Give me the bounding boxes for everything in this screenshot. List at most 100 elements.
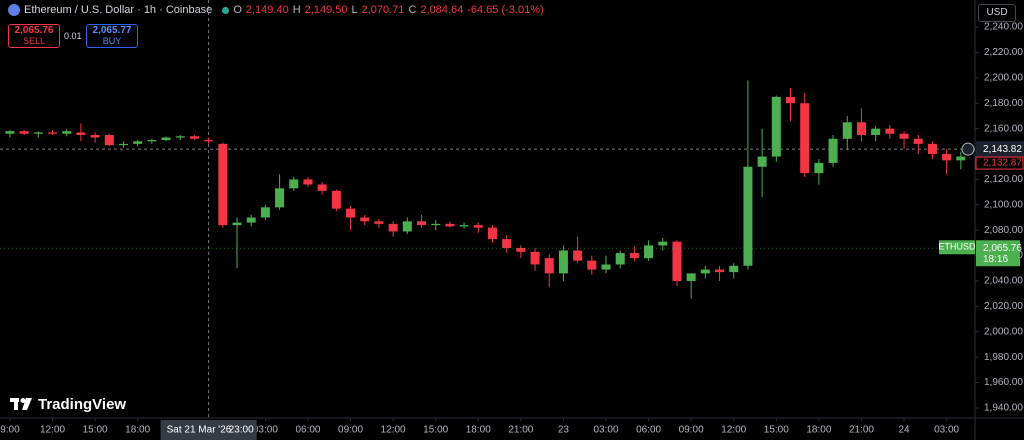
ohlc-value: 2,070.71 <box>361 4 405 16</box>
candle-body <box>800 103 810 174</box>
symbol-tag <box>939 240 975 255</box>
logo-text: TradingView <box>38 396 127 413</box>
crosshair-time: 23:00 <box>229 425 254 436</box>
candle-body <box>360 217 370 222</box>
candle-body <box>502 239 512 248</box>
y-tick-label: 2,220.00 <box>984 47 1023 58</box>
candle-body <box>218 143 228 226</box>
candle-body <box>388 223 398 232</box>
candle-body <box>487 227 497 240</box>
symbol[interactable]: Ethereum / U.S. Dollar · 1h · Coinbase <box>24 4 213 16</box>
buy-price: 2,065.77 <box>92 25 132 36</box>
x-tick-label: 21:00 <box>849 425 874 436</box>
candle-body <box>558 250 568 274</box>
candle-body <box>317 184 327 191</box>
candle-body <box>175 136 185 138</box>
candle-body <box>942 154 952 161</box>
candle-body <box>62 131 72 134</box>
candle-body <box>672 241 682 281</box>
x-tick-label: 9:00 <box>0 425 20 436</box>
x-tick-label: 12:00 <box>381 425 406 436</box>
candle-body <box>828 138 838 163</box>
ohlc-key: L <box>351 4 358 16</box>
candle-body <box>615 253 625 265</box>
candle-body <box>913 138 923 144</box>
candle-body <box>246 217 256 223</box>
sell-label: SELL <box>22 36 46 46</box>
candle-body <box>147 140 157 142</box>
candle-body <box>743 166 753 266</box>
crosshair-add <box>961 142 975 156</box>
candle-body <box>644 245 654 259</box>
change: -64.65 (-3.01%) <box>467 4 544 16</box>
candle-body <box>686 273 696 281</box>
y-tick-label: 2,000.00 <box>984 326 1023 337</box>
candle-body <box>587 260 597 270</box>
candle-body <box>417 221 427 226</box>
x-tick-label: 09:00 <box>679 425 704 436</box>
symbol-tag-label: ETHUSD <box>938 242 976 252</box>
candle-body <box>729 265 739 273</box>
buy-button[interactable]: 2,065.77 BUY <box>86 24 138 48</box>
x-tick-label: 18:00 <box>125 425 150 436</box>
candle-body <box>33 132 43 134</box>
ohlc-key: C <box>408 4 417 16</box>
candle-body <box>275 188 285 208</box>
candle-body <box>516 247 526 252</box>
last-price-label: 2,065.76 <box>983 243 1022 254</box>
price-tag <box>975 156 1024 170</box>
crosshair-y-label: 2,143.82 <box>983 144 1022 155</box>
y-tick-label: 1,960.00 <box>984 377 1023 388</box>
crosshair-y-box <box>976 141 1024 158</box>
candle-body <box>303 179 313 185</box>
candle-body <box>530 251 540 265</box>
candle-body <box>289 179 299 189</box>
crosshair-date: Sat 21 Mar '26 <box>167 425 232 436</box>
ohlc-value: 2,149.50 <box>304 4 348 16</box>
candle-body <box>715 269 725 273</box>
currency-button[interactable]: USD <box>978 4 1016 22</box>
candle-body <box>346 208 356 218</box>
x-tick-label: 15:00 <box>83 425 108 436</box>
candle-body <box>189 136 199 139</box>
x-tick-label: 15:00 <box>764 425 789 436</box>
legend: Ethereum / U.S. Dollar · 1h · Coinbase O… <box>8 4 544 16</box>
candle-body <box>204 140 214 142</box>
candle-body <box>956 156 966 161</box>
x-tick-label: 18:00 <box>466 425 491 436</box>
candle-body <box>700 269 710 274</box>
symbol-icon <box>8 4 20 16</box>
sell-button[interactable]: 2,065.76 SELL <box>8 24 60 48</box>
candle-body <box>842 122 852 139</box>
y-tick-label: 2,240.00 <box>984 22 1023 33</box>
x-tick-label: 09:00 <box>338 425 363 436</box>
candle-body <box>786 96 796 104</box>
y-tick-label: 1,940.00 <box>984 403 1023 414</box>
candle-body <box>402 221 412 232</box>
candle-body <box>473 225 483 228</box>
candle-body <box>814 162 824 174</box>
status-dot <box>222 6 230 14</box>
crosshair-x-box <box>160 420 257 440</box>
candle-body <box>161 137 171 141</box>
candle-body <box>431 223 441 226</box>
candle-body <box>459 225 469 227</box>
x-tick-label: 24 <box>898 425 910 436</box>
x-tick-label: 03:00 <box>593 425 618 436</box>
price-tag-label: 2,132.87 <box>983 158 1022 169</box>
candle-body <box>118 143 128 146</box>
candle-body <box>76 132 86 135</box>
countdown: 18:16 <box>983 254 1008 265</box>
x-tick-label: 06:00 <box>295 425 320 436</box>
spread: 0.01 <box>64 31 82 41</box>
x-tick-label: 12:00 <box>40 425 65 436</box>
y-tick-label: 2,180.00 <box>984 98 1023 109</box>
candle-body <box>133 141 143 144</box>
candle-body <box>19 131 29 134</box>
candle-body <box>104 134 114 146</box>
candle-body <box>871 128 881 135</box>
logo: TradingView <box>10 396 126 413</box>
candle-body <box>445 223 455 227</box>
candle-body <box>544 258 554 274</box>
